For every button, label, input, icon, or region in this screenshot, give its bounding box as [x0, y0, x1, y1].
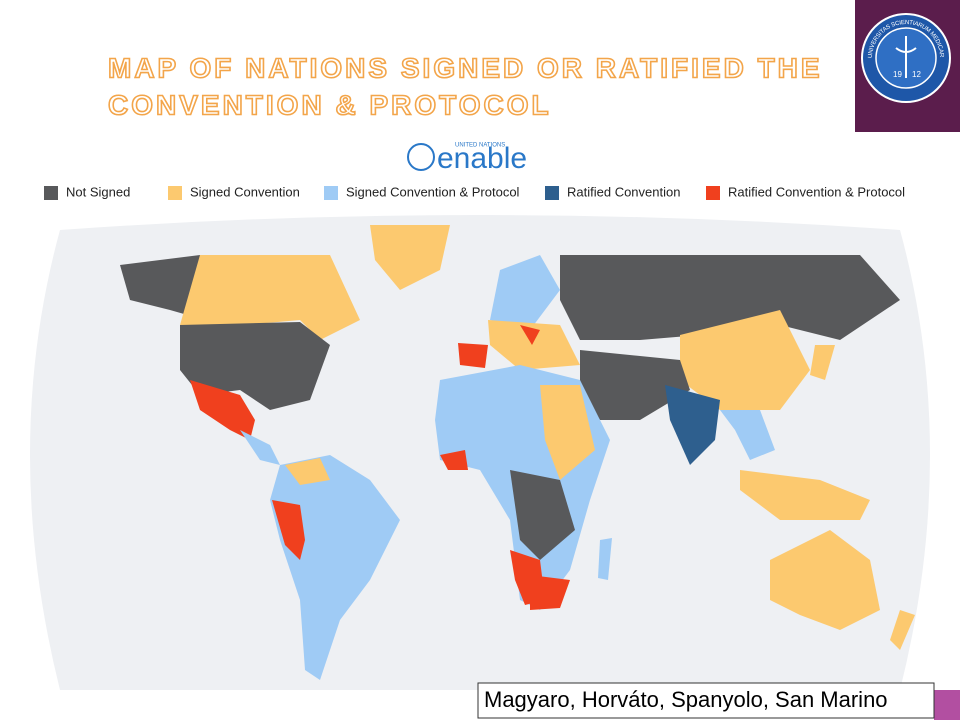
title-line: CONVENTION & PROTOCOL: [108, 89, 552, 120]
country: [180, 322, 330, 410]
country: [520, 325, 540, 345]
accent-bar: [934, 690, 960, 720]
country: [270, 455, 400, 680]
country: [120, 255, 205, 320]
country: [272, 500, 305, 560]
country: [770, 530, 880, 630]
country: [530, 575, 570, 610]
seal-emblem: [895, 36, 917, 78]
country: [180, 255, 360, 340]
world-map: [30, 215, 930, 690]
country: [740, 470, 870, 520]
country: [190, 380, 255, 440]
seal-year: 12: [912, 70, 921, 79]
legend-label: Signed Convention: [190, 184, 300, 199]
seal-text: UNIVERSITAS SCIENTIARUM MEDICARUM DEBREC…: [0, 0, 945, 58]
country: [665, 385, 720, 465]
legend-label: Not Signed: [66, 184, 130, 199]
caption: Magyaro, Horváto, Spanyolo, San Marino: [484, 687, 888, 712]
un-logo: UNITED NATIONS enable: [407, 142, 527, 175]
country: [560, 255, 900, 340]
seal-year: 19: [893, 70, 902, 79]
country: [680, 310, 810, 410]
legend-label: Signed Convention & Protocol: [346, 184, 520, 199]
country: [810, 345, 835, 380]
logo-org: UNITED NATIONS: [455, 143, 505, 149]
country: [488, 320, 580, 370]
country: [285, 458, 330, 485]
country: [490, 255, 560, 330]
legend-label: Ratified Convention & Protocol: [728, 184, 905, 199]
country: [440, 450, 468, 470]
legend-swatch: [44, 186, 58, 200]
country: [510, 470, 575, 560]
legend-label: Ratified Convention: [567, 184, 680, 199]
country: [540, 385, 595, 480]
title-line: MAP OF NATIONS SIGNED OR RATIFIED THE: [108, 52, 823, 83]
legend-swatch: [706, 186, 720, 200]
caption-box: [477, 682, 935, 719]
country: [598, 538, 612, 580]
country: [890, 610, 915, 650]
legend-swatch: [545, 186, 559, 200]
legend-swatch: [168, 186, 182, 200]
un-emblem: [407, 143, 435, 171]
country: [370, 225, 450, 290]
country: [720, 410, 775, 460]
logo-name: enable: [437, 142, 527, 175]
country: [580, 350, 690, 420]
legend-swatch: [324, 186, 338, 200]
country: [458, 343, 488, 368]
legend: Not Signed Signed Convention Signed Conven…: [44, 184, 905, 200]
country: [240, 430, 280, 465]
